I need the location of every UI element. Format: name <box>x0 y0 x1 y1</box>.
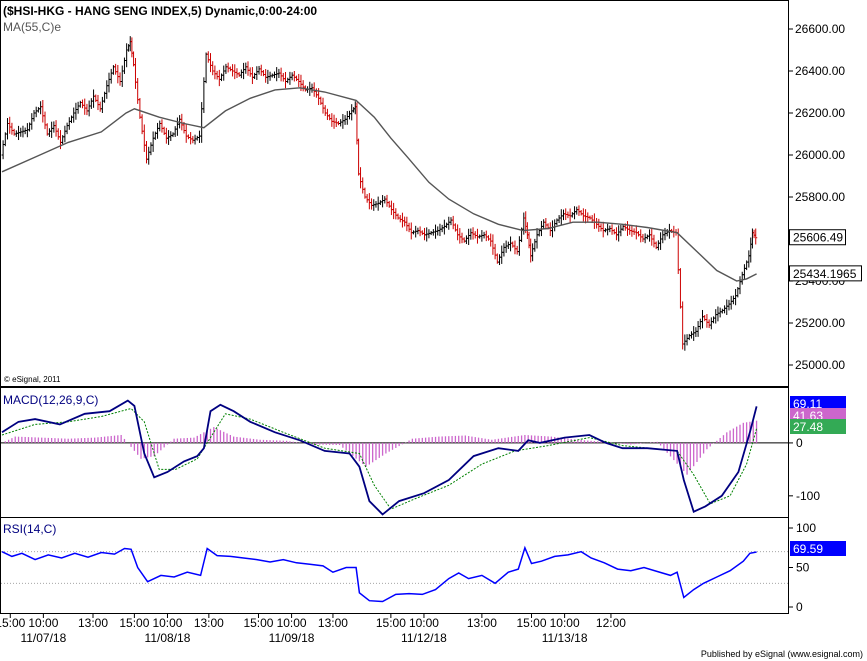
chart-title: ($HSI-HKG - HANG SENG INDEX,5) Dynamic,0… <box>3 4 317 18</box>
rsi-ytick-label: 0 <box>796 600 803 614</box>
macd-title: MACD(12,26,9,C) <box>3 393 98 407</box>
x-date-label: 11/07/18 <box>20 631 66 645</box>
ma-value-tag-border <box>789 265 862 282</box>
price-ytick-label: 25200.00 <box>795 316 845 330</box>
macd-signal-tag: 27.48 <box>793 420 823 434</box>
price-layer: 26600.00 26400.00 26200.00 26000.00 25800.00… <box>1 22 862 372</box>
x-date-label: 11/12/18 <box>401 631 447 645</box>
macd-value-tag: 69.11 <box>793 397 822 411</box>
x-tick-label: 13:00 <box>467 616 497 630</box>
price-panel-frame <box>0 0 789 387</box>
x-tick-label: 15:00 <box>376 616 406 630</box>
x-tick-label: 10:00 <box>152 616 182 630</box>
macd-line <box>1 399 758 516</box>
x-tick-label: 15:00 <box>0 616 26 630</box>
x-tick-label: 10:00 <box>550 616 580 630</box>
x-date-label: 11/13/18 <box>542 631 588 645</box>
rsi-ytick-label: 50 <box>796 561 810 575</box>
ma-label: MA(55,C)e <box>3 20 61 34</box>
last-price-tag-bg <box>790 229 846 245</box>
price-ytick-label: 25000.00 <box>795 358 845 372</box>
price-ytick-label: 26600.00 <box>795 22 845 36</box>
x-tick-label: 15:00 <box>119 616 149 630</box>
x-tick-label: 13:00 <box>318 616 348 630</box>
copyright-text: © eSignal, 2011 <box>4 375 61 384</box>
x-date-label: 11/08/18 <box>145 631 191 645</box>
rsi-value-tag-bg <box>790 541 846 556</box>
last-price-tag: 25606.49 <box>793 231 843 245</box>
axis-layer: 15:0010:0013:0015:0010:0013:0015:0010:00… <box>0 613 626 645</box>
x-date-label: 11/09/18 <box>269 631 315 645</box>
x-tick-label: 13:00 <box>194 616 224 630</box>
rsi-panel-frame <box>0 517 789 614</box>
rsi-title: RSI(14,C) <box>3 522 56 536</box>
macd-ytick-label: 0 <box>796 436 803 450</box>
x-tick-label: 15:00 <box>517 616 547 630</box>
price-ytick-label: 26200.00 <box>795 106 845 120</box>
last-price-tag-border <box>789 229 846 246</box>
price-ytick-label: 26000.00 <box>795 148 845 162</box>
rsi-line <box>1 545 757 603</box>
rsi-ytick-label: 100 <box>796 521 816 535</box>
x-tick-label: 10:00 <box>28 616 58 630</box>
macd-signal-tag-bg <box>790 419 846 434</box>
x-tick-label: 13:00 <box>78 616 108 630</box>
price-ytick-label: 25800.00 <box>795 190 845 204</box>
macd-value-tag-bg <box>790 396 846 411</box>
rsi-value-tag: 69.59 <box>793 542 823 556</box>
x-tick-label: 15:00 <box>243 616 273 630</box>
ma-value-tag-bg <box>790 265 846 281</box>
rsi-layer: 100 50 0 69.59 <box>1 521 846 614</box>
x-tick-label: 12:00 <box>596 616 626 630</box>
ma-line <box>1 87 757 282</box>
macd-signal-line <box>1 407 758 510</box>
x-tick-label: 10:00 <box>409 616 439 630</box>
macd-ytick-label: -100 <box>796 489 820 503</box>
ma-value-tag: 25434.1965 <box>793 267 857 281</box>
price-ytick-label: 26400.00 <box>795 64 845 78</box>
published-text: Published by eSignal (www.esignal.com) <box>701 649 863 659</box>
x-tick-label: 10:00 <box>277 616 307 630</box>
